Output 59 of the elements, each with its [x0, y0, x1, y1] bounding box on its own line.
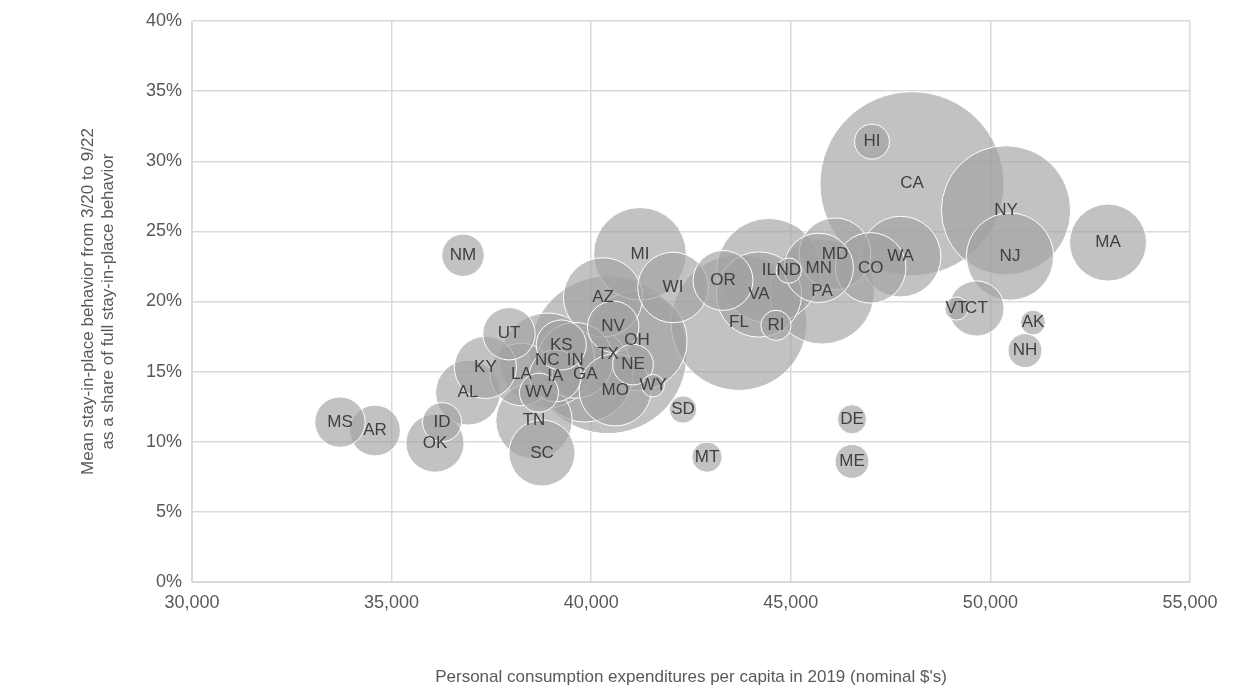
annotation: IL [761, 260, 776, 280]
annotation: UT [497, 323, 521, 343]
annotation: ND [776, 260, 802, 280]
x-axis-title: Personal consumption expenditures per capita in 2019 (nominal $'s) [435, 667, 947, 687]
annotation: ME [839, 451, 865, 471]
y-tick-label: 15% [145, 360, 182, 381]
annotation: NE [621, 354, 645, 374]
annotation: LA [510, 364, 533, 384]
annotation: AK [1021, 312, 1045, 332]
annotation: VT [945, 298, 968, 318]
annotation: OH [624, 330, 650, 350]
y-tick-label: 5% [155, 500, 182, 521]
y-axis-title: Mean stay-in-place behavior from 3/20 to 9/22 as a share of full stay-in-place behavior [77, 128, 118, 475]
annotation: MT [694, 446, 720, 466]
annotation: NM [449, 244, 477, 264]
annotation: PA [811, 281, 834, 301]
y-tick-label: 25% [145, 220, 182, 241]
annotation: HI [863, 131, 881, 151]
annotation: CO [857, 257, 884, 277]
annotation: KY [474, 357, 497, 377]
x-tick-label: 30,000 [164, 591, 220, 612]
annotation: WI [662, 277, 684, 297]
annotation: AL [457, 382, 479, 402]
annotation: RI [767, 315, 785, 335]
annotation: TN [522, 410, 546, 430]
annotation: SD [671, 399, 695, 419]
y-tick-label: 40% [145, 9, 182, 30]
annotation: NY [994, 200, 1018, 220]
x-tick-label: 50,000 [962, 591, 1018, 612]
annotation: CT [965, 298, 988, 318]
y-tick-label: 10% [145, 430, 182, 451]
y-tick-label: 0% [155, 570, 182, 591]
annotation: AZ [592, 286, 614, 306]
annotation: OK [422, 432, 448, 452]
annotation: FL [729, 312, 749, 332]
annotation: MA [1095, 232, 1122, 252]
annotation: WY [639, 375, 667, 395]
annotation: ID [433, 411, 451, 431]
annotation: NV [601, 316, 626, 336]
annotation: WA [887, 246, 915, 266]
x-tick-label: 45,000 [763, 591, 819, 612]
annotation: NJ [999, 246, 1021, 266]
y-tick-label: 30% [145, 150, 182, 171]
annotation: DE [840, 409, 864, 428]
annotation: MO [601, 379, 629, 399]
annotation: VA [748, 284, 771, 304]
annotation: NH [1012, 340, 1038, 360]
x-tick-label: 35,000 [364, 591, 420, 612]
y-tick-label: 20% [145, 290, 182, 311]
annotation: AR [363, 420, 387, 440]
annotation: SC [530, 442, 554, 462]
annotation: CA [900, 173, 925, 193]
annotation: OR [710, 270, 736, 290]
annotation: MS [327, 411, 353, 431]
x-tick-label: 40,000 [563, 591, 619, 612]
x-tick-label: 55,000 [1162, 591, 1218, 612]
y-tick-label: 35% [145, 80, 182, 101]
annotation: WV [525, 382, 554, 402]
annotation: MI [630, 243, 650, 263]
